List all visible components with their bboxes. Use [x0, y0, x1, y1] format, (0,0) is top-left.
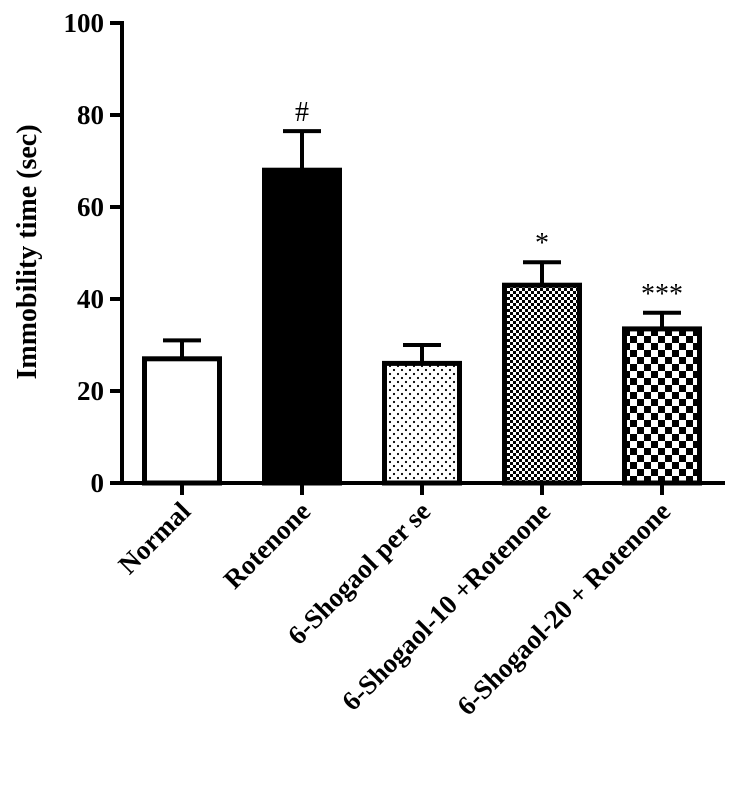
y-tick-label-80: 80: [77, 100, 104, 130]
bar-2: [262, 167, 342, 486]
y-axis-title: Immobility time (sec): [12, 124, 43, 379]
y-tick-label-0: 0: [91, 468, 105, 498]
bar-1: [142, 356, 222, 486]
category-label-5: 6-Shogaol-20 + Rotenone: [451, 496, 676, 721]
significance-label-2: #: [295, 97, 309, 128]
category-label-2: Rotenone: [218, 496, 317, 595]
y-tick-label-100: 100: [64, 8, 105, 38]
y-tick-label-60: 60: [77, 192, 104, 222]
bar-5: [622, 326, 702, 486]
bars: [142, 129, 702, 486]
y-tick-label-20: 20: [77, 376, 104, 406]
bar-3: [382, 360, 462, 486]
y-tick-label-40: 40: [77, 284, 104, 314]
category-label-4: 6-Shogaol-10 +Rotenone: [336, 496, 556, 716]
significance-label-4: *: [535, 228, 549, 259]
bar-4: [502, 282, 582, 486]
significance-label-5: ***: [641, 279, 683, 310]
category-label-1: Normal: [112, 496, 196, 580]
